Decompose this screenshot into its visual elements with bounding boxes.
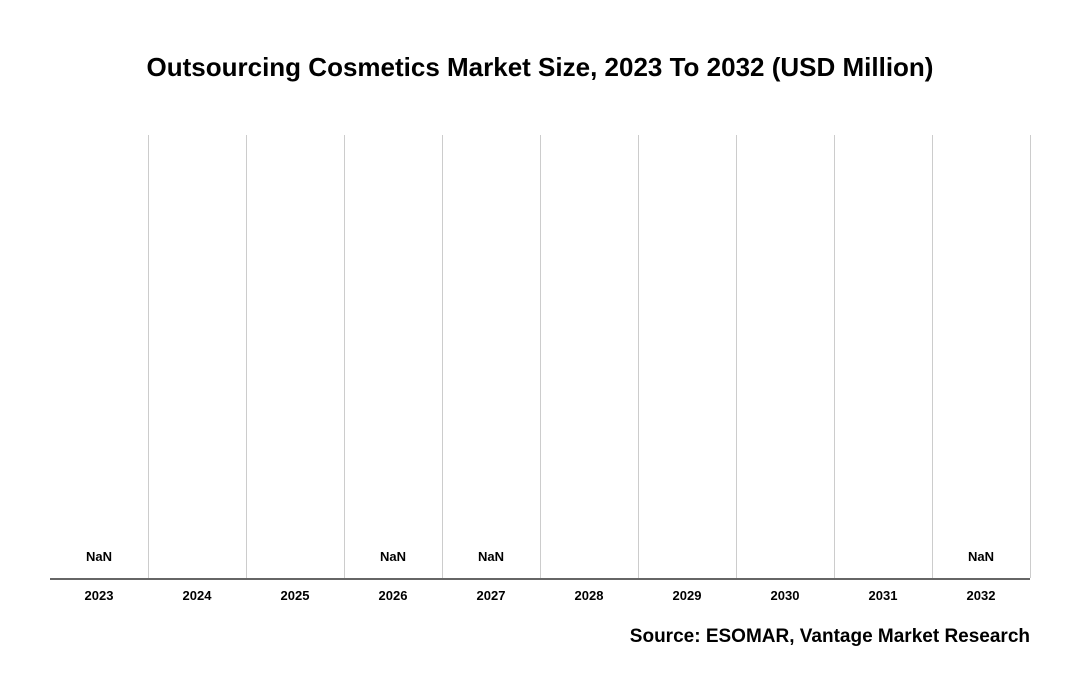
- gridline: [736, 135, 737, 578]
- gridline: [344, 135, 345, 578]
- x-axis-label: 2025: [246, 588, 344, 603]
- x-axis-label: 2024: [148, 588, 246, 603]
- plot-area: NaN NaN NaN NaN: [50, 135, 1030, 580]
- x-axis-label: 2027: [442, 588, 540, 603]
- chart-title: Outsourcing Cosmetics Market Size, 2023 …: [0, 52, 1080, 83]
- gridline: [638, 135, 639, 578]
- bar-value-label: NaN: [65, 549, 134, 564]
- gridline: [246, 135, 247, 578]
- gridline: [834, 135, 835, 578]
- chart-container: Outsourcing Cosmetics Market Size, 2023 …: [0, 0, 1080, 700]
- x-axis-label: 2032: [932, 588, 1030, 603]
- x-axis-label: 2023: [50, 588, 148, 603]
- gridline: [540, 135, 541, 578]
- gridline: [1030, 135, 1031, 578]
- bar-value-label: NaN: [359, 549, 428, 564]
- gridline: [442, 135, 443, 578]
- bar-value-label: NaN: [457, 549, 526, 564]
- gridline: [148, 135, 149, 578]
- x-axis-label: 2030: [736, 588, 834, 603]
- x-axis-label: 2028: [540, 588, 638, 603]
- x-axis-label: 2026: [344, 588, 442, 603]
- x-axis-label: 2029: [638, 588, 736, 603]
- x-axis-label: 2031: [834, 588, 932, 603]
- source-attribution: Source: ESOMAR, Vantage Market Research: [630, 626, 1030, 648]
- gridline: [932, 135, 933, 578]
- bar-value-label: NaN: [947, 549, 1016, 564]
